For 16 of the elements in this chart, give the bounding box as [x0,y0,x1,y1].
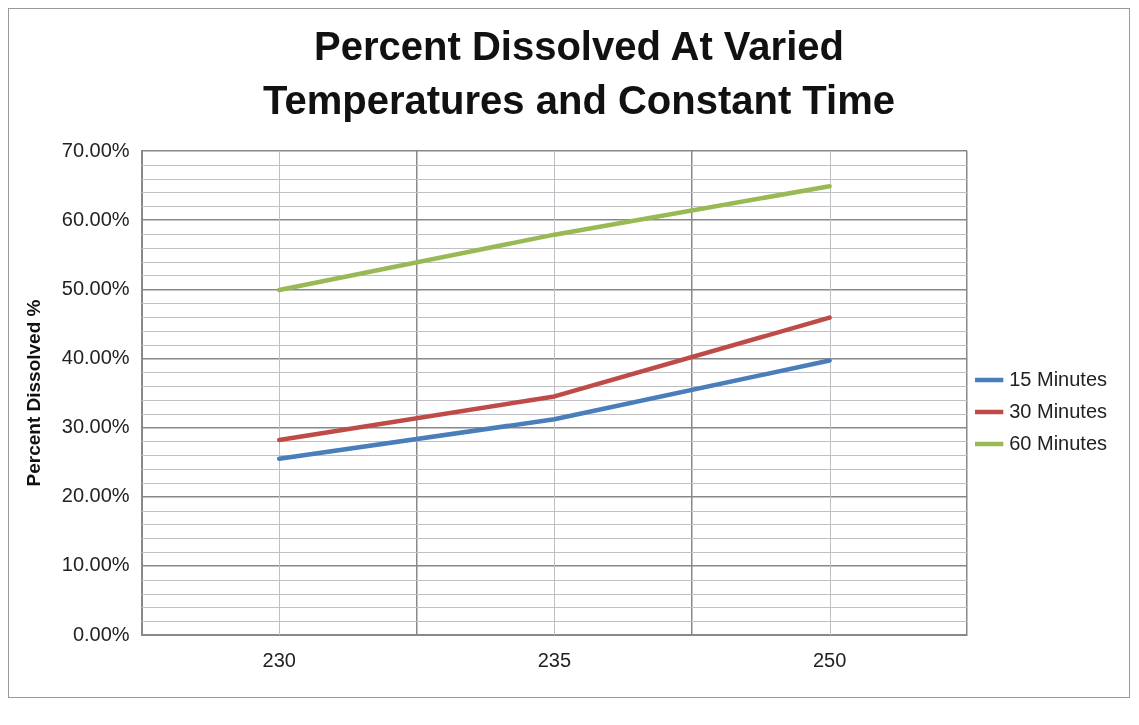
x-tick-label: 235 [537,648,572,671]
legend-label: 15 Minutes [1009,367,1108,390]
chart-title: Percent Dissolved At Varied Temperatures and Constant Time [262,23,896,124]
y-tick-label: 50.00% [61,276,130,299]
y-tick-label: 30.00% [61,415,130,438]
y-tick-label: 10.00% [61,553,130,576]
x-tick-label: 250 [812,648,847,671]
legend-label: 60 Minutes [1009,431,1108,454]
y-tick-label: 0.00% [72,622,130,645]
y-axis-title: Percent Dissolved % [22,299,44,487]
legend-label: 30 Minutes [1009,399,1108,422]
y-tick-label: 60.00% [61,207,130,230]
y-tick-label: 40.00% [61,345,130,368]
x-tick-label: 230 [262,648,296,671]
y-tick-label: 20.00% [61,484,130,507]
y-tick-label: 70.00% [61,138,130,161]
